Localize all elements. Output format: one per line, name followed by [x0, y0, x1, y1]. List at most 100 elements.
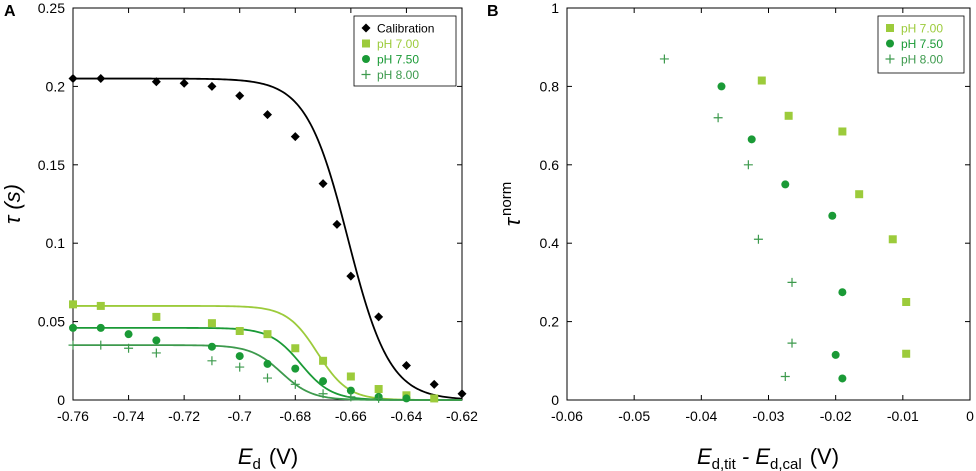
panel-a-x-axis: -0.76 -0.74 -0.72 -0.7 -0.68 -0.66 -0.64 -0.62: [57, 8, 478, 424]
panel-a-series-0-point: [332, 219, 342, 229]
panel-a-series-2-point: [152, 336, 161, 345]
panel-b-x-label-unit: (V): [810, 444, 839, 469]
panel-b-y-tick-label: 0.2: [540, 314, 560, 330]
panel-b-series-1-point: [781, 180, 790, 189]
panel-b-series-0-point: [757, 76, 766, 85]
panel-a-series-0-point: [429, 379, 439, 389]
panel-a-series-2-point: [319, 377, 328, 386]
panel-b-series-0-point: [838, 127, 847, 136]
panel-b-y-axis: 0 0.2 0.4 0.6 0.8 1: [540, 0, 970, 408]
panel-a-x-tick-label: -0.64: [390, 408, 422, 424]
panel-a-series-0-point: [374, 312, 384, 322]
panel-a-series-0-point: [235, 91, 245, 101]
panel-a-series-3-point: [96, 340, 106, 350]
panel-a-series-3-point: [263, 373, 272, 383]
panel-b-y-tick-label: 0: [551, 392, 559, 408]
panel-a-y-axis: 0 0.05 0.1 0.15 0.2 0.25: [38, 0, 462, 408]
panel-b-letter: B: [487, 3, 499, 20]
panel-b: B -0.06 -0.05 -0.04 -0.03 -0.02 -0.01 0 0 0.2 0.…: [487, 0, 974, 471]
panel-a-series-1-point: [207, 319, 216, 328]
panel-b-y-tick-label: 0.4: [540, 235, 560, 251]
panel-a-series-2-point: [96, 323, 105, 332]
panel-a-x-tick-label: -0.66: [335, 408, 367, 424]
panel-a-y-tick-label: 0.25: [38, 0, 65, 16]
panel-b-series-2-point: [743, 160, 753, 170]
panel-b-series-0-point: [902, 298, 911, 306]
panel-b-x-label-sub1: d,tit: [712, 456, 737, 471]
panel-a-x-label-unit: (V): [269, 444, 298, 469]
panel-b-series-0-point: [902, 349, 911, 358]
panel-a-series-1-point: [96, 301, 105, 310]
panel-a-x-tick-label: -0.76: [57, 408, 89, 424]
panel-b-series-2-point: [787, 277, 797, 287]
panel-b-y-tick-label: 0.6: [540, 157, 560, 173]
panel-b-y-label-sup: norm: [498, 182, 515, 216]
panel-b-legend-marker-1: [886, 39, 894, 48]
panel-b-y-label: τnorm: [498, 182, 525, 226]
panel-b-legend-label-1: pH 7.50: [901, 37, 943, 51]
panel-a-series-3-point: [151, 348, 161, 358]
panel-a-series-2-point: [235, 352, 244, 361]
panel-b-y-tick-label: 0.8: [540, 78, 560, 94]
panel-b-x-tick-label: -0.01: [887, 408, 919, 424]
panel-b-legend-marker-0: [886, 24, 894, 32]
panel-a-series-0-point: [96, 74, 106, 84]
panel-a-series-0-point: [290, 132, 300, 142]
panel-a-x-tick-label: -0.62: [446, 408, 478, 424]
panel-a-series-2-point: [69, 323, 77, 332]
panel-b-x-tick-label: -0.05: [618, 408, 650, 424]
panel-a-series-2-point: [346, 386, 355, 395]
panel-a-series-2-point: [263, 359, 272, 368]
panel-a-series-0-point: [318, 179, 328, 189]
panel-a-legend-box: [353, 15, 457, 87]
panel-a-series-3-point: [318, 389, 328, 399]
panel-b-x-tick-label: -0.06: [551, 408, 583, 424]
panel-a-y-tick-label: 0.05: [38, 314, 65, 330]
panel-b-series-1-point: [831, 350, 840, 359]
panel-a-x-tick-label: -0.74: [113, 408, 145, 424]
panel-b-legend-label-2: pH 8.00: [901, 53, 943, 67]
panel-b-series-2-point: [753, 234, 763, 244]
panel-a-y-tick-label: 0.1: [46, 235, 66, 251]
panel-a-legend-label-2: pH 7.50: [377, 53, 419, 67]
panel-a-x-tick-label: -0.7: [228, 408, 252, 424]
panel-a-series-1-point: [235, 327, 244, 336]
panel-a-series-2-point: [207, 342, 216, 351]
panel-a-fit-curve-1: [73, 305, 462, 401]
panel-a-series-0-point: [263, 110, 272, 120]
panel-a-series-0-point: [346, 271, 356, 281]
panel-a-series-2-point: [124, 330, 133, 339]
panel-b-series-1-point: [747, 135, 756, 144]
panel-a-letter: A: [4, 3, 16, 20]
panel-b-series-0-point: [888, 235, 897, 244]
panel-a-legend-marker-1: [362, 39, 370, 48]
panel-a-x-label: Ed (V): [238, 444, 298, 471]
panel-b-x-tick-label: -0.04: [685, 408, 717, 424]
panel-a-series-3-point: [235, 362, 245, 372]
panel-b-legend-label-0: pH 7.00: [901, 22, 943, 36]
panel-a-series-3-point: [68, 340, 78, 350]
panel-b-series-0-point: [855, 190, 864, 199]
panel-b-series-2-point: [780, 371, 790, 381]
panel-a-series-1-point: [291, 344, 300, 353]
panel-b-series-1-point: [838, 288, 847, 297]
panel-a-legend-marker-0: [361, 23, 371, 33]
panel-b-series-2-point: [659, 54, 669, 64]
panel-a-y-tick-label: 0.15: [38, 157, 65, 173]
panel-b-series-1-point: [717, 82, 726, 91]
panel-a-legend-marker-2: [362, 55, 370, 63]
panel-b-series-1-point: [828, 211, 837, 220]
panel-a-legend-label-0: Calibration: [377, 22, 434, 36]
panel-a-series-0-point: [68, 74, 78, 84]
panel-a-x-label-main: E: [238, 444, 253, 469]
panel-b-x-tick-label: 0: [966, 408, 974, 424]
panel-a-series-0-point: [179, 78, 189, 88]
panel-a-data-points: [68, 74, 467, 403]
panel-a-series-3-point: [207, 356, 217, 366]
panel-b-x-label-sub2: d,cal: [770, 456, 802, 471]
panel-a-series-0-point: [457, 389, 467, 399]
panel-b-y-tick-label: 1: [551, 0, 559, 16]
panel-b-x-label-main: E: [697, 444, 712, 469]
